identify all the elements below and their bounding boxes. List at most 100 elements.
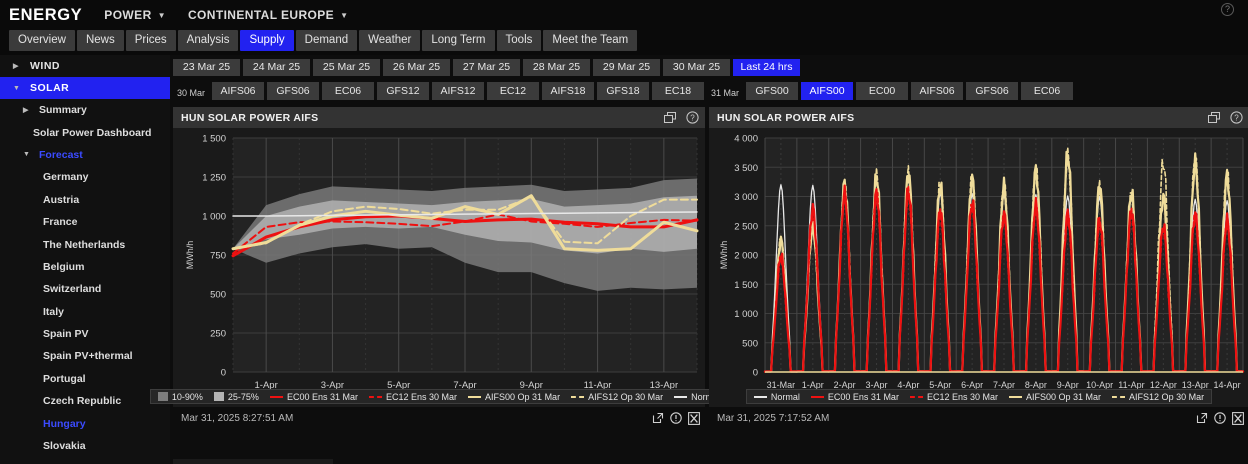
date-tab-29-mar-25[interactable]: 29 Mar 25 [593,59,660,76]
popout-window-icon[interactable] [664,111,677,124]
legend-item-normal[interactable]: Normal [753,392,800,402]
model-run-aifs00-31mar[interactable]: AIFS00 [801,81,854,100]
model-run-gfs12-30mar[interactable]: GFS12 [377,81,430,100]
svg-text:13-Apr: 13-Apr [650,380,679,391]
chart-left-svg[interactable]: 0 250 500 750 1 000 1 250 1 500 MWh/h 1-Apr 3-Apr… [173,128,705,407]
nav-tab-supply[interactable]: Supply [240,30,294,51]
model-run-gfs06-31mar[interactable]: GFS06 [966,81,1019,100]
legend-item-aifs00-op-31-mar[interactable]: AIFS00 Op 31 Mar [1009,392,1101,402]
legend-item-10-90-[interactable]: 10-90% [157,392,203,402]
date-tab-25-mar-25[interactable]: 25 Mar 25 [313,59,380,76]
sidebar-item-austria[interactable]: Austria [0,189,170,211]
sidebar-item-spain-pv-thermal[interactable]: Spain PV+thermal [0,345,170,367]
model-run-ec12-30mar[interactable]: EC12 [487,81,540,100]
svg-text:0: 0 [221,368,226,379]
date-tab-30-mar-25[interactable]: 30 Mar 25 [663,59,730,76]
chart-right-area: 0 500 1 000 1 500 2 000 2 500 3 000 3 500 4 000 M… [709,128,1248,407]
legend-swatch-box [157,392,168,401]
panel-title-right: HUN SOLAR POWER AIFS [717,111,855,124]
model-run-aifs06-31mar[interactable]: AIFS06 [911,81,964,100]
sidebar-group-label: WIND [30,60,60,72]
nav-tab-long-term[interactable]: Long Term [422,30,495,51]
legend-swatch-line [1009,395,1022,398]
sidebar-item-slovakia[interactable]: Slovakia [0,435,170,457]
nav-tab-meet-the-team[interactable]: Meet the Team [543,30,638,51]
legend-item-normal[interactable]: Normal [674,392,720,402]
popout-window-icon[interactable] [1208,111,1221,124]
date-tab-24-mar-25[interactable]: 24 Mar 25 [243,59,310,76]
info-circle-icon[interactable] [670,412,682,424]
sidebar-item-switzerland[interactable]: Switzerland [0,278,170,300]
panel-right-statusbar: Mar 31, 2025 7:17:52 AM [709,407,1248,429]
legend-label: AIFS00 Op 31 Mar [485,391,561,402]
model-run-gfs00-31mar[interactable]: GFS00 [746,81,799,100]
legend-item-ec12-ens-30-mar[interactable]: EC12 Ens 30 Mar [368,391,458,402]
help-circle-icon[interactable]: ? [686,111,699,124]
nav-tab-overview[interactable]: Overview [9,30,75,51]
sidebar-item-germany[interactable]: Germany [0,166,170,188]
nav-tab-weather[interactable]: Weather [359,30,421,51]
region-dropdown[interactable]: CONTINENTAL EUROPE ▼ [188,8,348,22]
chevron-right-icon: ▶ [23,107,29,115]
nav-tab-prices[interactable]: Prices [125,30,176,51]
legend-item-ec00-ens-31-mar[interactable]: EC00 Ens 31 Mar [810,392,899,402]
model-run-ec06-31mar[interactable]: EC06 [1021,81,1074,100]
help-circle-icon[interactable]: ? [1230,111,1243,124]
legend-item-aifs12-op-30-mar[interactable]: AIFS12 Op 30 Mar [1112,392,1204,402]
nav-tab-tools[interactable]: Tools [496,30,542,51]
sidebar-item-belgium[interactable]: Belgium [0,256,170,278]
nav-tab-analysis[interactable]: Analysis [177,30,239,51]
model-run-gfs18-30mar[interactable]: GFS18 [597,81,650,100]
sidebar-item-spain-pv[interactable]: Spain PV [0,323,170,345]
date-tab-26-mar-25[interactable]: 26 Mar 25 [383,59,450,76]
model-run-aifs12-30mar[interactable]: AIFS12 [432,81,485,100]
svg-text:1 500: 1 500 [202,134,226,145]
nav-tab-demand[interactable]: Demand [295,30,358,51]
model-run-ec18-30mar[interactable]: EC18 [652,81,705,100]
sidebar-item-solar-power-dashboard[interactable]: Solar Power Dashboard [0,121,170,143]
legend-item-25-75-[interactable]: 25-75% [213,392,259,402]
legend-item-ec12-ens-30-mar[interactable]: EC12 Ens 30 Mar [909,391,998,402]
panel-left-status-icons [652,411,700,425]
legend-item-aifs12-op-30-mar[interactable]: AIFS12 Op 30 Mar [571,392,663,402]
sidebar-group-wind[interactable]: ▶ WIND [0,55,170,77]
date-tab-23-mar-25[interactable]: 23 Mar 25 [173,59,240,76]
svg-text:1 000: 1 000 [734,309,758,320]
model-run-aifs18-30mar[interactable]: AIFS18 [542,81,595,100]
sidebar-item-portugal[interactable]: Portugal [0,368,170,390]
legend-item-ec00-ens-31-mar[interactable]: EC00 Ens 31 Mar [269,391,358,402]
sidebar-group-solar[interactable]: ▼ SOLAR [0,77,170,99]
model-run-tab-row: 30 Mar AIFS06 GFS06 EC06 GFS12 AIFS12 EC12 AIFS… [173,81,1248,100]
close-document-icon[interactable] [1232,411,1244,425]
legend-swatch-line [753,395,767,398]
help-circle-icon[interactable]: ? [1221,3,1234,16]
date-tab-row: 23 Mar 25 24 Mar 25 25 Mar 25 26 Mar 25 27 M… [173,59,1248,77]
sidebar-item-italy[interactable]: Italy [0,301,170,323]
info-circle-icon[interactable] [1214,412,1226,424]
sidebar-item-summary[interactable]: ▶ Summary [0,99,170,121]
legend-label: EC00 Ens 31 Mar [286,391,358,402]
svg-text:1-Apr: 1-Apr [255,380,278,391]
sidebar-item-the-netherlands[interactable]: The Netherlands [0,233,170,255]
chart-right-svg[interactable]: 0 500 1 000 1 500 2 000 2 500 3 000 3 500 4 000 M… [709,128,1248,407]
sidebar-item-label: Germany [43,171,89,184]
date-tab-last-24-hrs[interactable]: Last 24 hrs [733,59,800,76]
model-run-aifs06-30mar[interactable]: AIFS06 [212,81,265,100]
date-tab-27-mar-25[interactable]: 27 Mar 25 [453,59,520,76]
legend-item-aifs00-op-31-mar[interactable]: AIFS00 Op 31 Mar [468,392,560,402]
sidebar-item-france[interactable]: France [0,211,170,233]
sidebar-item-czech-republic[interactable]: Czech Republic [0,390,170,412]
sidebar-item-forecast[interactable]: ▼ Forecast [0,144,170,166]
external-link-icon[interactable] [1196,412,1208,424]
external-link-icon[interactable] [652,412,664,424]
model-run-gfs06-30mar[interactable]: GFS06 [267,81,320,100]
date-tab-28-mar-25[interactable]: 28 Mar 25 [523,59,590,76]
market-dropdown[interactable]: POWER ▼ [104,8,166,22]
sidebar-item-hungary[interactable]: Hungary [0,412,170,434]
legend-label: EC12 Ens 30 Mar [926,391,998,402]
legend-label: EC12 Ens 30 Mar [385,391,458,402]
model-run-ec00-31mar[interactable]: EC00 [856,81,909,100]
nav-tab-news[interactable]: News [76,30,124,51]
model-run-ec06-30mar[interactable]: EC06 [322,81,375,100]
close-document-icon[interactable] [688,411,700,425]
